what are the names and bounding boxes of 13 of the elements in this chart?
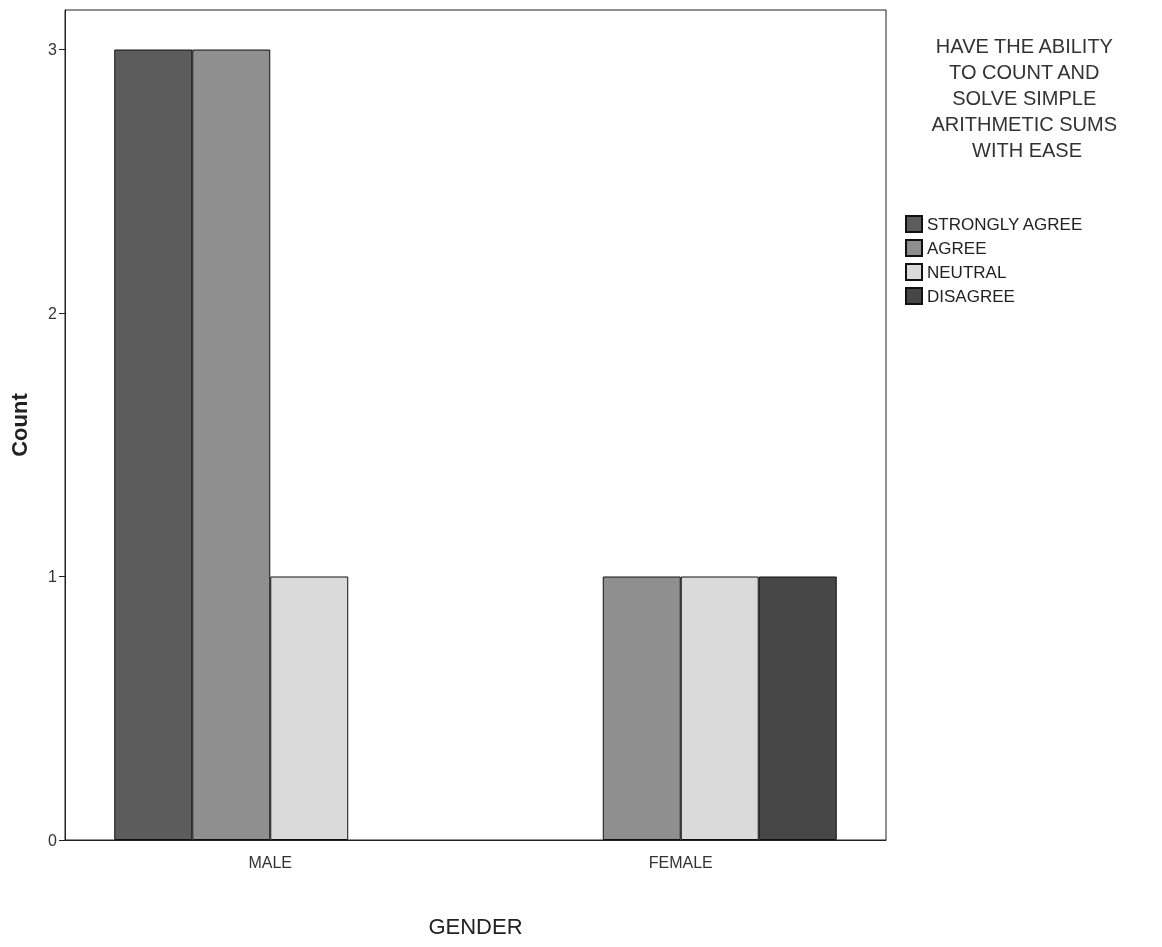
y-tick-label: 2 [48, 304, 58, 322]
x-tick-label: MALE [248, 853, 293, 871]
legend-label: AGREE [927, 238, 987, 258]
y-tick-label: 0 [48, 831, 58, 849]
legend-label: NEUTRAL [927, 262, 1007, 282]
y-tick-label: 3 [48, 41, 58, 59]
legend-title: HAVE THE ABILITY TO COUNT AND SOLVE SIMPLE ARITHMETIC SUMS WITH EASE [931, 35, 1123, 161]
legend-label: STRONGLY AGREE [927, 214, 1083, 234]
y-tick-label: 1 [48, 568, 58, 586]
y-axis-title: Count [6, 392, 32, 457]
legend-label: DISAGREE [927, 286, 1015, 306]
x-tick-label: FEMALE [648, 853, 713, 871]
x-axis-title: GENDER [428, 913, 523, 939]
